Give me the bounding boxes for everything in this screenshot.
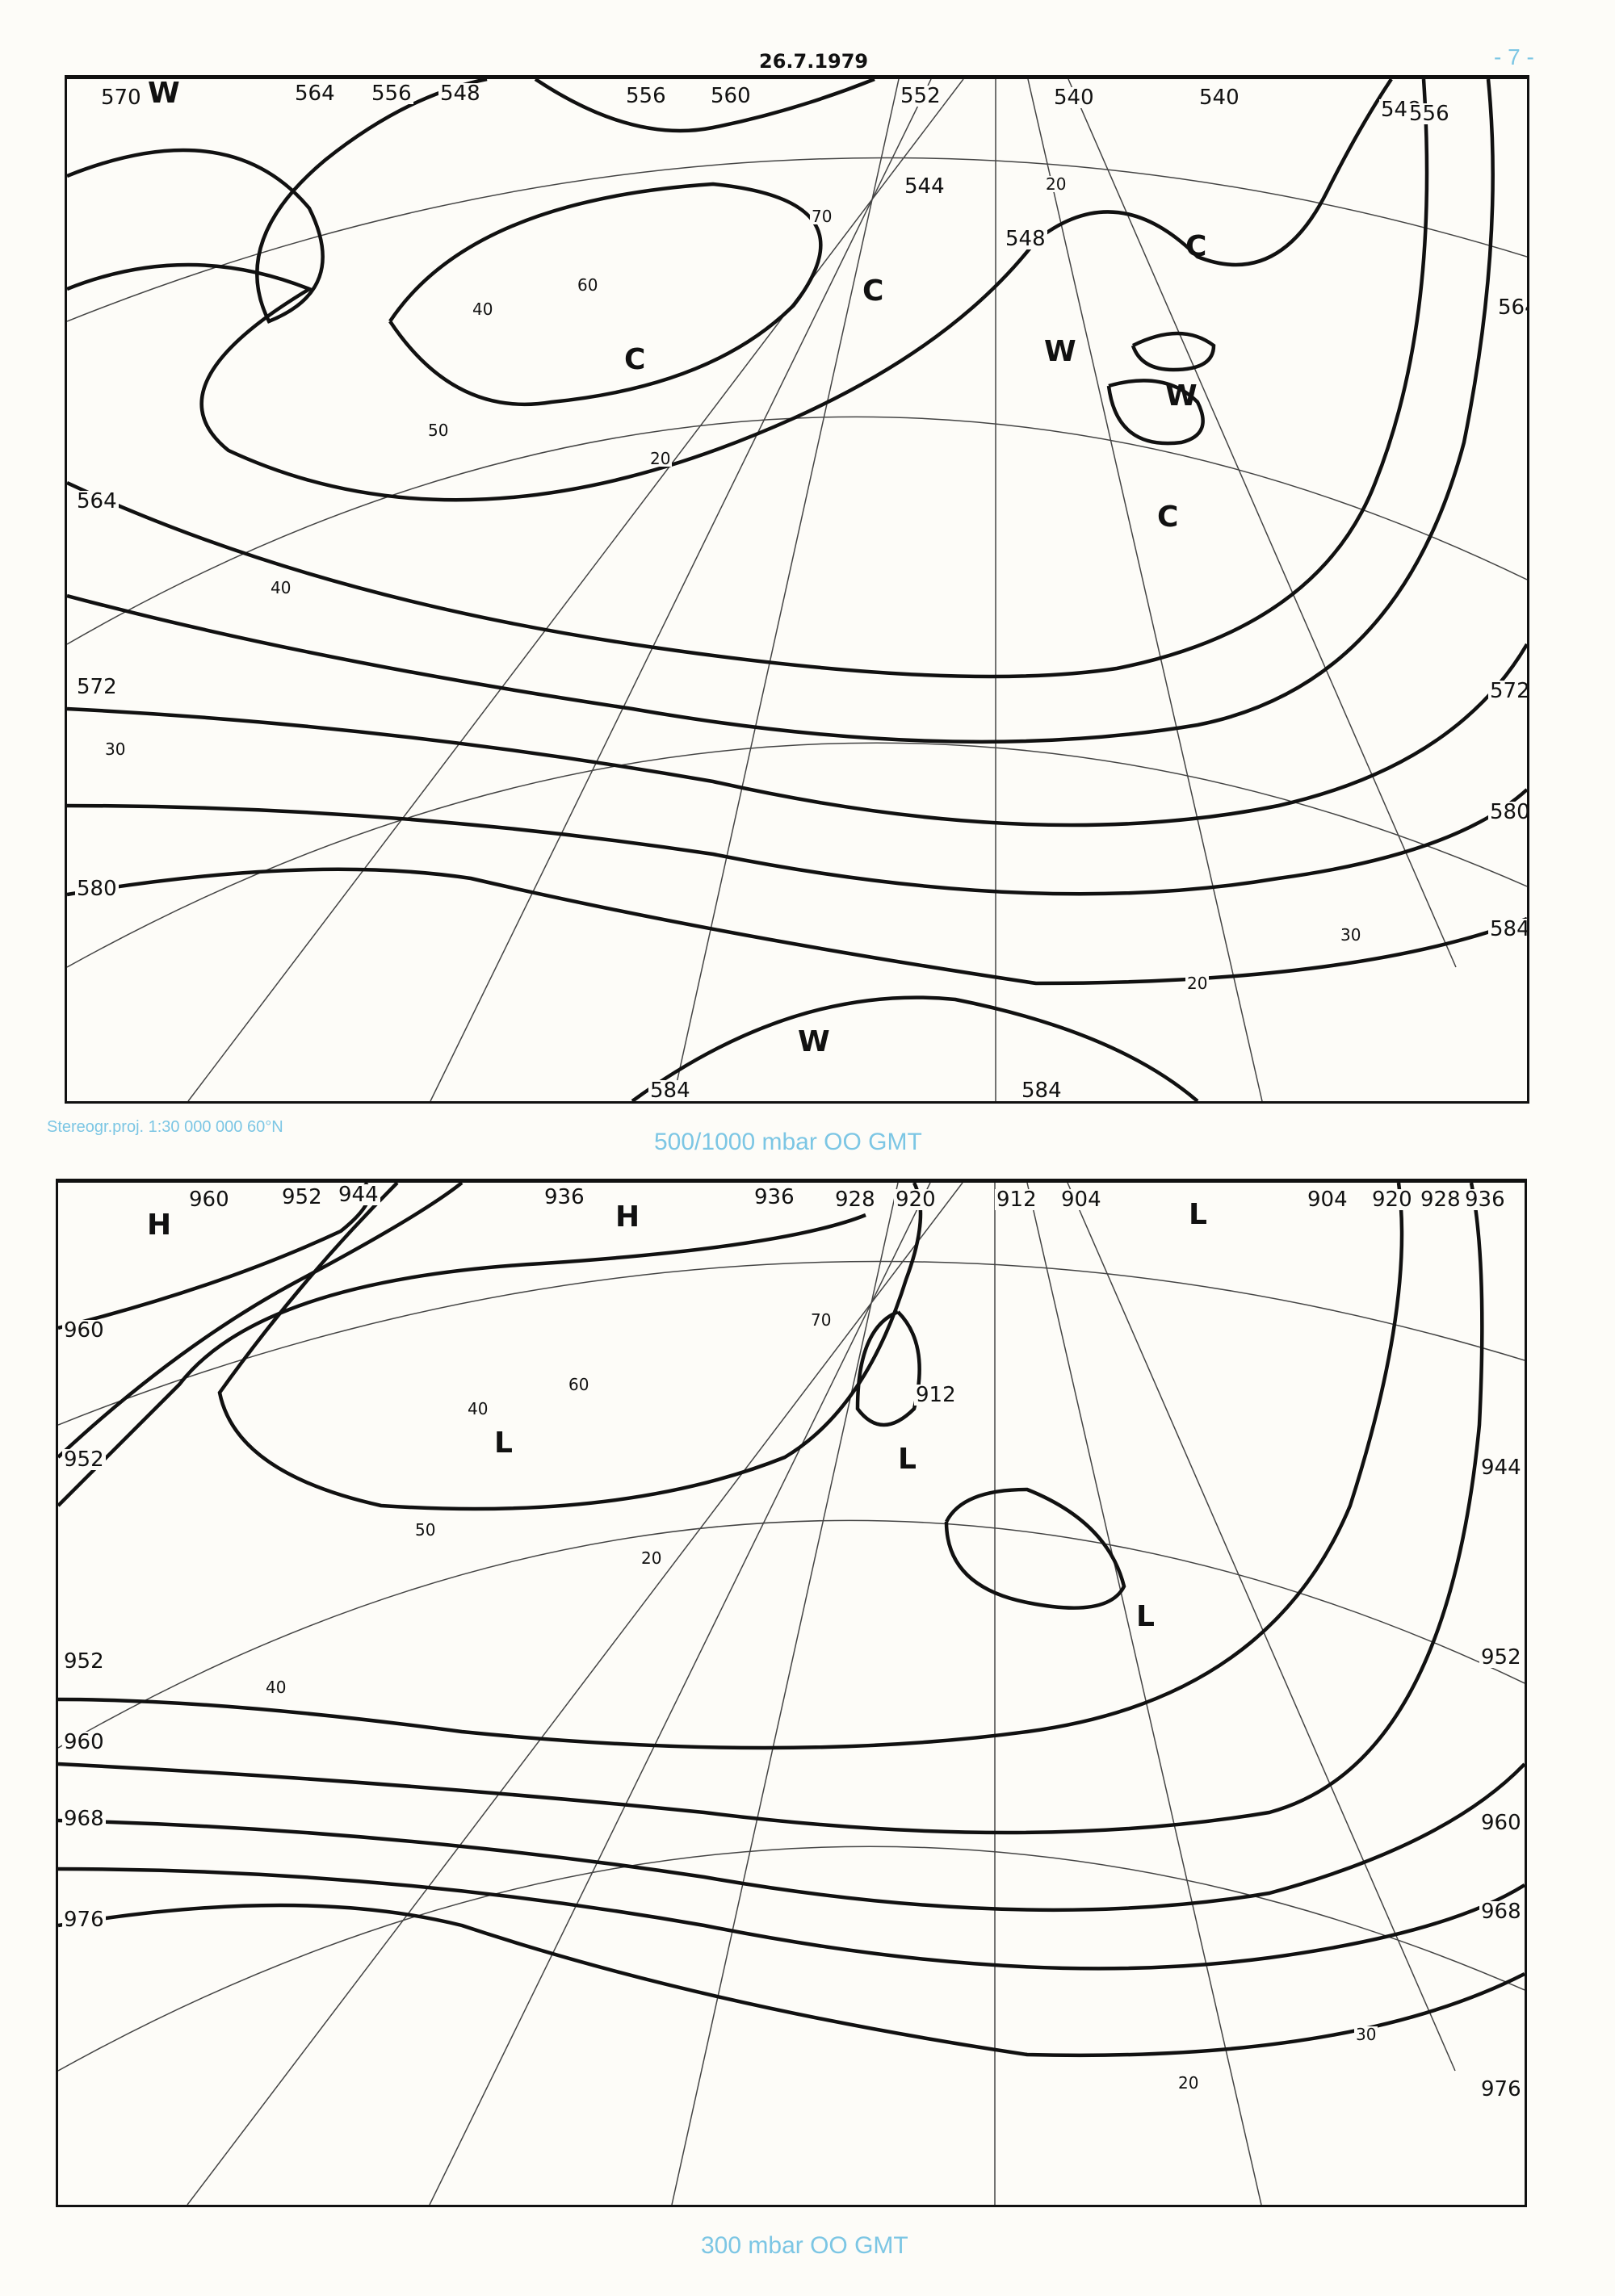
- contour-label: 584: [648, 1079, 692, 1103]
- grid-label: 60: [567, 1375, 591, 1394]
- grid-label: 20: [1044, 174, 1068, 194]
- top-map-caption: 500/1000 mbar OO GMT: [654, 1129, 922, 1155]
- low-pressure-marker: L: [494, 1427, 513, 1460]
- contour-label: 552: [899, 84, 942, 108]
- contour-label: 544: [903, 174, 946, 199]
- contour-label: 936: [543, 1185, 586, 1209]
- isohypses: [67, 79, 1527, 1101]
- contour-label: 572: [1488, 681, 1527, 702]
- grid-label: 40: [471, 300, 495, 319]
- grid-label: 20: [648, 449, 673, 468]
- contour-label: 540: [1052, 86, 1096, 110]
- contour-label: 564: [1496, 297, 1527, 318]
- cold-center-marker: C: [1185, 230, 1207, 263]
- contour-label: 904: [1059, 1188, 1103, 1212]
- contour-label: 960: [62, 1730, 106, 1754]
- warm-center-marker: W: [1044, 335, 1076, 368]
- low-pressure-marker: L: [1189, 1198, 1207, 1231]
- contour-label: 952: [62, 1448, 106, 1472]
- grid-label: 70: [810, 207, 834, 226]
- contour-label: 556: [370, 82, 413, 106]
- isobars: [58, 1183, 1525, 2058]
- contour-label: 580: [1488, 802, 1527, 823]
- grid-label: 30: [1354, 2025, 1378, 2044]
- map-300-mbar: 960 952 944 936 936 928 920 912 904 904 …: [56, 1179, 1527, 2207]
- contour-label: 556: [624, 84, 668, 108]
- grid-label: 20: [640, 1548, 664, 1568]
- contour-label: 584: [1488, 919, 1527, 940]
- contour-label: 912: [995, 1188, 1038, 1212]
- contour-label: 556: [1407, 102, 1451, 126]
- contour-label: 560: [709, 84, 753, 108]
- contour-label: 952: [280, 1185, 324, 1209]
- grid-label: 50: [426, 421, 451, 440]
- contour-label: 580: [75, 877, 119, 901]
- cold-center-marker: C: [1157, 501, 1179, 534]
- contour-label: 936: [753, 1185, 796, 1209]
- grid-label: 40: [466, 1399, 490, 1418]
- page-number: - 7 -: [1494, 44, 1534, 69]
- warm-center-marker: W: [148, 77, 180, 110]
- high-pressure-marker: H: [615, 1200, 640, 1234]
- cold-center-marker: C: [624, 343, 646, 376]
- contour-layer: [58, 1183, 1525, 2205]
- contour-label: 912: [914, 1383, 958, 1407]
- contour-label: 548: [438, 82, 482, 106]
- contour-label: 904: [1306, 1188, 1349, 1212]
- graticule: [67, 79, 1527, 1101]
- cold-center-marker: C: [862, 274, 884, 308]
- contour-label: 548: [1004, 227, 1047, 251]
- grid-label: 30: [1339, 925, 1363, 945]
- contour-label: 564: [75, 489, 119, 513]
- contour-label: 564: [293, 82, 337, 106]
- contour-label: 572: [75, 675, 119, 699]
- contour-label: 570: [99, 86, 143, 110]
- contour-label: 968: [1479, 1900, 1523, 1924]
- grid-label: 50: [413, 1520, 438, 1540]
- contour-label: 920: [1370, 1188, 1414, 1212]
- low-pressure-marker: L: [1136, 1600, 1155, 1633]
- contour-label: 976: [1479, 2077, 1523, 2101]
- contour-label: 960: [62, 1318, 106, 1343]
- contour-label: 540: [1198, 86, 1241, 110]
- contour-label: 976: [62, 1908, 106, 1932]
- contour-layer: [67, 79, 1527, 1101]
- contour-label: 920: [894, 1188, 938, 1212]
- grid-label: 30: [103, 739, 128, 759]
- high-pressure-marker: H: [147, 1209, 172, 1242]
- grid-label: 40: [269, 578, 293, 597]
- warm-center-marker: W: [798, 1025, 830, 1058]
- grid-label: 20: [1185, 974, 1210, 993]
- contour-label: 968: [62, 1807, 106, 1831]
- map-500-1000-mbar: 570 564 556 548 556 560 552 544 548 540 …: [65, 75, 1529, 1104]
- grid-label: 70: [809, 1310, 833, 1330]
- contour-label: 952: [62, 1649, 106, 1674]
- contour-label: 960: [187, 1188, 231, 1212]
- contour-label: 928: [833, 1188, 877, 1212]
- grid-label: 20: [1177, 2073, 1201, 2093]
- contour-label: 928: [1419, 1188, 1462, 1212]
- bottom-map-caption: 300 mbar OO GMT: [701, 2232, 908, 2259]
- map-date: 26.7.1979: [759, 50, 869, 73]
- contour-label: 952: [1479, 1645, 1523, 1670]
- contour-label: 960: [1479, 1811, 1523, 1835]
- grid-label: 60: [576, 275, 600, 295]
- warm-center-marker: W: [1165, 379, 1198, 413]
- contour-label: 944: [1479, 1456, 1523, 1480]
- grid-label: 40: [264, 1678, 288, 1697]
- contour-label: 944: [337, 1183, 380, 1207]
- contour-label: 584: [1020, 1079, 1063, 1103]
- projection-note: Stereogr.proj. 1:30 000 000 60°N: [47, 1118, 283, 1136]
- contour-label: 936: [1463, 1188, 1507, 1212]
- low-pressure-marker: L: [898, 1443, 917, 1476]
